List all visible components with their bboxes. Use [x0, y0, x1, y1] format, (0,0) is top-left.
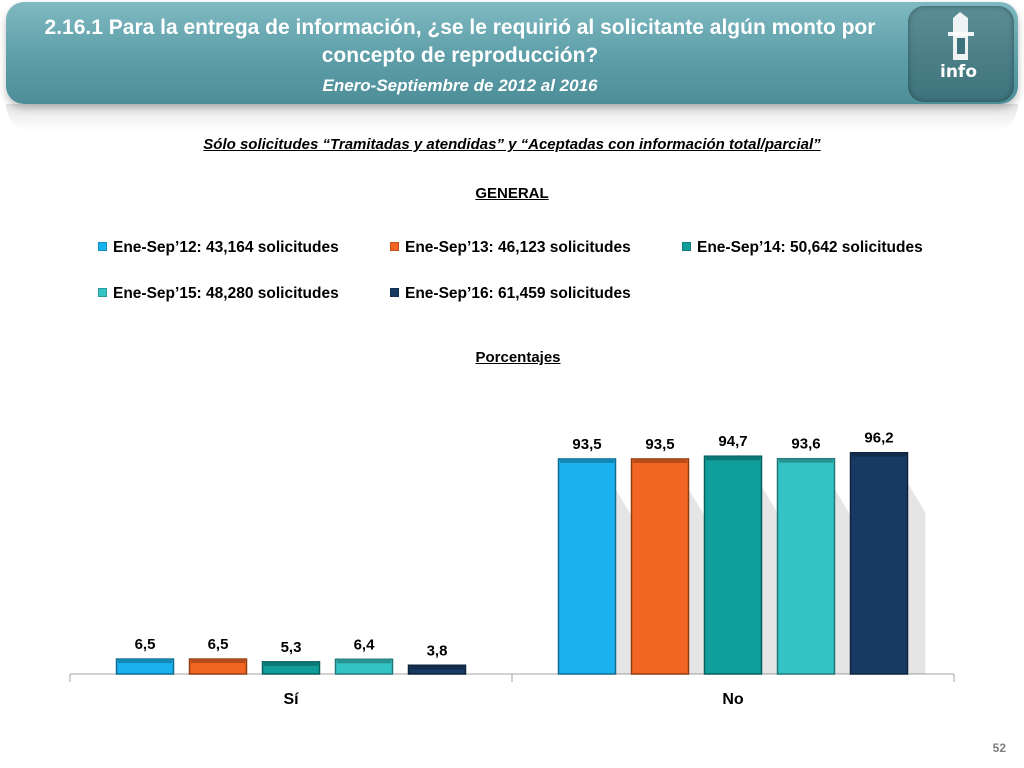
bar	[776, 457, 836, 675]
bar	[703, 455, 763, 675]
data-label: 93,5	[572, 436, 601, 453]
x-tick-label: No	[722, 691, 744, 708]
legend-swatch	[682, 242, 691, 251]
legend-swatch	[98, 242, 107, 251]
data-label: 6,4	[354, 636, 376, 653]
bar-shadow	[907, 482, 926, 674]
legend-swatch	[98, 288, 107, 297]
bar-top-bevel	[706, 456, 760, 461]
data-label: 3,8	[427, 642, 448, 659]
bar-top-bevel	[118, 659, 172, 664]
legend-label: Ene-Sep’14: 50,642 solicitudes	[697, 239, 923, 256]
legend-swatch	[390, 288, 399, 297]
bar-shadow	[615, 488, 634, 674]
x-tick-label: Sí	[283, 691, 299, 708]
data-label: 93,5	[645, 436, 674, 453]
bar-top-bevel	[633, 458, 687, 463]
page-subtitle: Enero-Septiembre de 2012 al 2016	[322, 76, 598, 95]
page-title: 2.16.1 Para la entrega de información, ¿…	[44, 16, 876, 67]
header-banner-shadow	[6, 104, 1018, 132]
legend-label: Ene-Sep’12: 43,164 solicitudes	[113, 239, 339, 256]
data-label: 94,7	[718, 433, 747, 450]
bar-shadow	[834, 488, 853, 674]
legend-item-2014: Ene-Sep’14: 50,642 solicitudes	[682, 239, 923, 257]
header-banner	[6, 2, 1018, 104]
bar-top-bevel	[852, 452, 906, 457]
legend-item-2013: Ene-Sep’13: 46,123 solicitudes	[390, 239, 631, 257]
legend-label: Ene-Sep’15: 48,280 solicitudes	[113, 285, 339, 302]
legend-item-2012: Ene-Sep’12: 43,164 solicitudes	[98, 239, 339, 257]
units-heading: Porcentajes	[475, 349, 561, 366]
bar	[630, 458, 690, 675]
general-heading: GENERAL	[475, 185, 549, 202]
data-label: 5,3	[281, 639, 302, 656]
legend-item-2016: Ene-Sep’16: 61,459 solicitudes	[390, 285, 631, 303]
filter-subtitle: Sólo solicitudes “Tramitadas y atendidas…	[203, 136, 821, 153]
data-label: 93,6	[791, 436, 820, 453]
legend-swatch	[390, 242, 399, 251]
bar-shadow	[688, 488, 707, 674]
info-logo	[908, 6, 1014, 102]
bar	[557, 458, 617, 675]
bar-top-bevel	[410, 665, 464, 670]
data-label: 6,5	[135, 636, 156, 653]
bar-top-bevel	[264, 661, 318, 666]
bar	[849, 451, 909, 675]
bar-shadow	[761, 486, 780, 674]
legend-label: Ene-Sep’16: 61,459 solicitudes	[405, 285, 631, 302]
logo-text: info	[940, 62, 978, 82]
data-label: 6,5	[208, 636, 229, 653]
monument-icon	[948, 12, 974, 60]
bar-top-bevel	[560, 458, 614, 463]
page-number: 52	[992, 741, 1006, 755]
legend-label: Ene-Sep’13: 46,123 solicitudes	[405, 239, 631, 256]
data-label: 96,2	[864, 430, 893, 447]
bar-top-bevel	[779, 458, 833, 463]
bar-top-bevel	[337, 659, 391, 664]
legend-item-2015: Ene-Sep’15: 48,280 solicitudes	[98, 285, 339, 303]
bar-top-bevel	[191, 659, 245, 664]
